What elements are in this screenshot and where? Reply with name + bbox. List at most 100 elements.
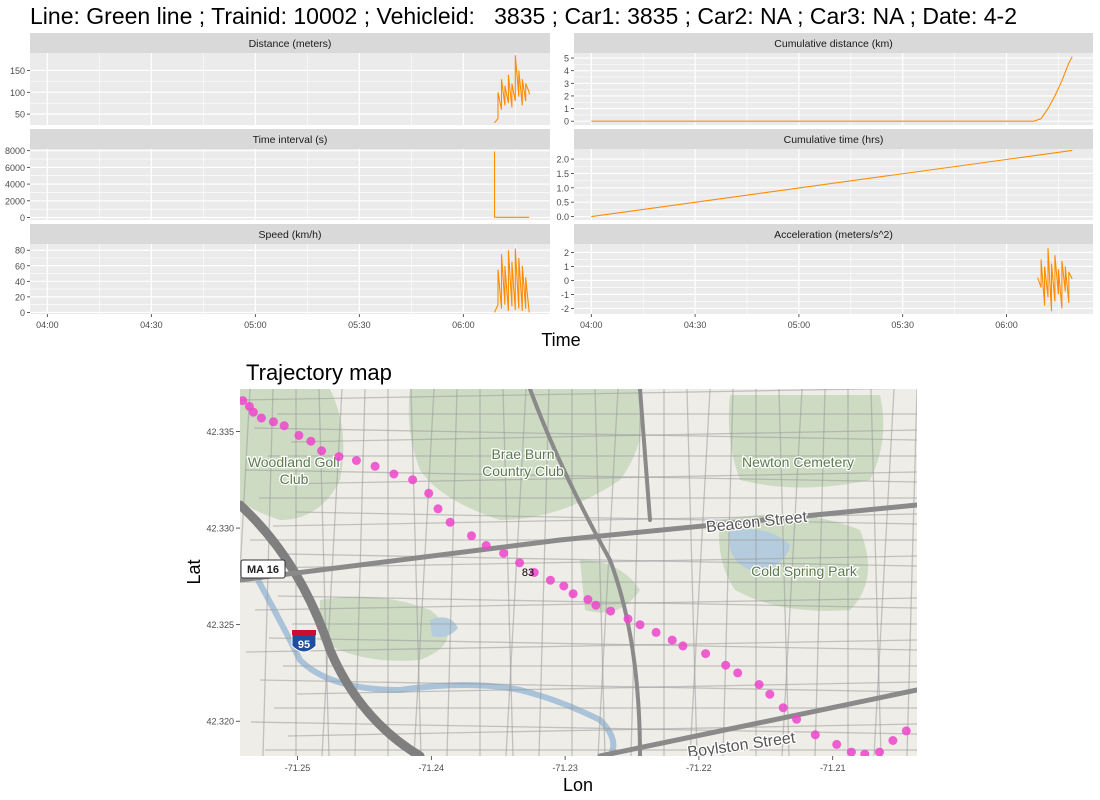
trajectory-point [244, 401, 254, 411]
street-line [354, 389, 366, 756]
x-tick-label: 05:00 [244, 320, 267, 330]
y-tick-label: 0.0 [556, 212, 569, 222]
panel-strip [30, 224, 550, 244]
series-line [591, 149, 1073, 218]
panel-distance-meters: Distance (meters) 50 100 150 [10, 33, 550, 125]
panel-title: Cumulative distance (km) [774, 38, 892, 50]
cemetery-area [728, 395, 884, 488]
trajectory-point [529, 568, 539, 577]
y-tick-label: 1.0 [556, 183, 569, 193]
park-area [719, 514, 868, 611]
y-tick-label: 0 [564, 117, 569, 127]
y-tick-label: 0 [20, 308, 25, 318]
park-area [580, 560, 640, 613]
trajectory-point [499, 548, 509, 558]
street-line [538, 389, 550, 756]
street-line [906, 389, 917, 756]
street-line [597, 389, 619, 756]
map-x-tick-label: -71.24 [419, 763, 445, 773]
park-area [320, 596, 448, 661]
map-y-tick-label: 42.330 [206, 524, 234, 534]
i95-shield [291, 631, 317, 653]
trajectory-point [583, 595, 593, 604]
panel-title: Cumulative time (hrs) [784, 134, 884, 146]
panel-title: Time interval (s) [253, 134, 328, 146]
y-tick-label: 50 [15, 110, 25, 120]
cold-spring-park-label: Cold Spring Park [751, 563, 858, 579]
street-line [413, 389, 435, 756]
street-line [295, 511, 917, 525]
newton-cemetery-label: Newton Cemetery [742, 454, 854, 470]
y-tick-label: 150 [10, 66, 25, 76]
y-tick-label: 0.5 [556, 198, 569, 208]
y-tick-label: 40 [15, 277, 25, 287]
series-line [493, 248, 530, 313]
street-line [814, 389, 826, 756]
trajectory-point [901, 726, 911, 736]
trajectory-point [559, 581, 569, 591]
trajectory-point [256, 413, 266, 423]
y-tick-label: -2 [561, 304, 569, 314]
map-background [240, 389, 917, 756]
panel-title: Speed (km/h) [258, 229, 321, 241]
street-line [722, 389, 734, 756]
street-line [290, 429, 917, 443]
trajectory-point [792, 714, 802, 724]
map-x-tick-label: -71.21 [820, 763, 846, 773]
street-line [502, 389, 514, 756]
x-tick-label: 04:00 [36, 320, 59, 330]
series-line [591, 56, 1073, 122]
y-tick-label: 2 [564, 248, 569, 258]
street-line [263, 555, 917, 569]
x-tick-label: 05:30 [891, 320, 914, 330]
trajectory-point [370, 461, 380, 471]
golf-club-area [240, 389, 344, 520]
highway-i95-road [240, 500, 425, 756]
street-line [505, 389, 527, 756]
trajectory-point [846, 747, 856, 756]
y-tick-label: 20 [15, 292, 25, 302]
y-tick-label: 2.0 [556, 155, 569, 165]
panel-strip [574, 129, 1093, 149]
street-line [268, 637, 917, 651]
trajectory-point [606, 606, 616, 616]
street-line [287, 723, 917, 737]
trajectory-point [568, 589, 578, 599]
trajectory-point [248, 407, 258, 417]
panel-background [30, 244, 550, 314]
i95-shield-label: 95 [298, 639, 310, 651]
street-line [778, 389, 790, 756]
street-line [240, 389, 251, 585]
series-line [493, 151, 530, 218]
y-tick-label: 5 [564, 54, 569, 64]
trajectory-point [701, 649, 711, 659]
page-title: Line: Green line ; Trainid: 10002 ; Vehi… [30, 3, 1018, 29]
trajectory-point [306, 436, 316, 446]
panel-strip [574, 33, 1093, 53]
panel-time-interval-s: Time interval (s) 0 2000 4000 6000 8000 [5, 129, 550, 223]
street-line [281, 471, 917, 485]
river-water [255, 578, 617, 756]
map-x-tick-label: -71.23 [552, 763, 578, 773]
trajectory-point [268, 417, 278, 427]
trajectory-point [279, 421, 289, 431]
street-line [689, 389, 711, 756]
trajectory-point [515, 558, 525, 568]
y-tick-label: 0 [564, 276, 569, 286]
y-tick-label: 8000 [5, 146, 25, 156]
y-tick-label: 60 [15, 261, 25, 271]
pond-water [729, 529, 790, 570]
trajectory-point [810, 730, 820, 740]
trajectory-point [860, 749, 870, 756]
map-x-tick-label: -71.25 [285, 763, 311, 773]
y-tick-label: 100 [10, 88, 25, 98]
y-tick-label: 6000 [5, 163, 25, 173]
arterial-road [638, 389, 652, 522]
panel-speed-km-h: Speed (km/h) 0 20 40 60 80 04:00 04:30 05:00 05:3… [15, 224, 550, 330]
map-x-tick-label: -71.22 [686, 763, 712, 773]
series-line [1037, 248, 1073, 312]
trajectory-point [875, 747, 884, 756]
map-y-tick-label: 42.325 [206, 620, 234, 630]
